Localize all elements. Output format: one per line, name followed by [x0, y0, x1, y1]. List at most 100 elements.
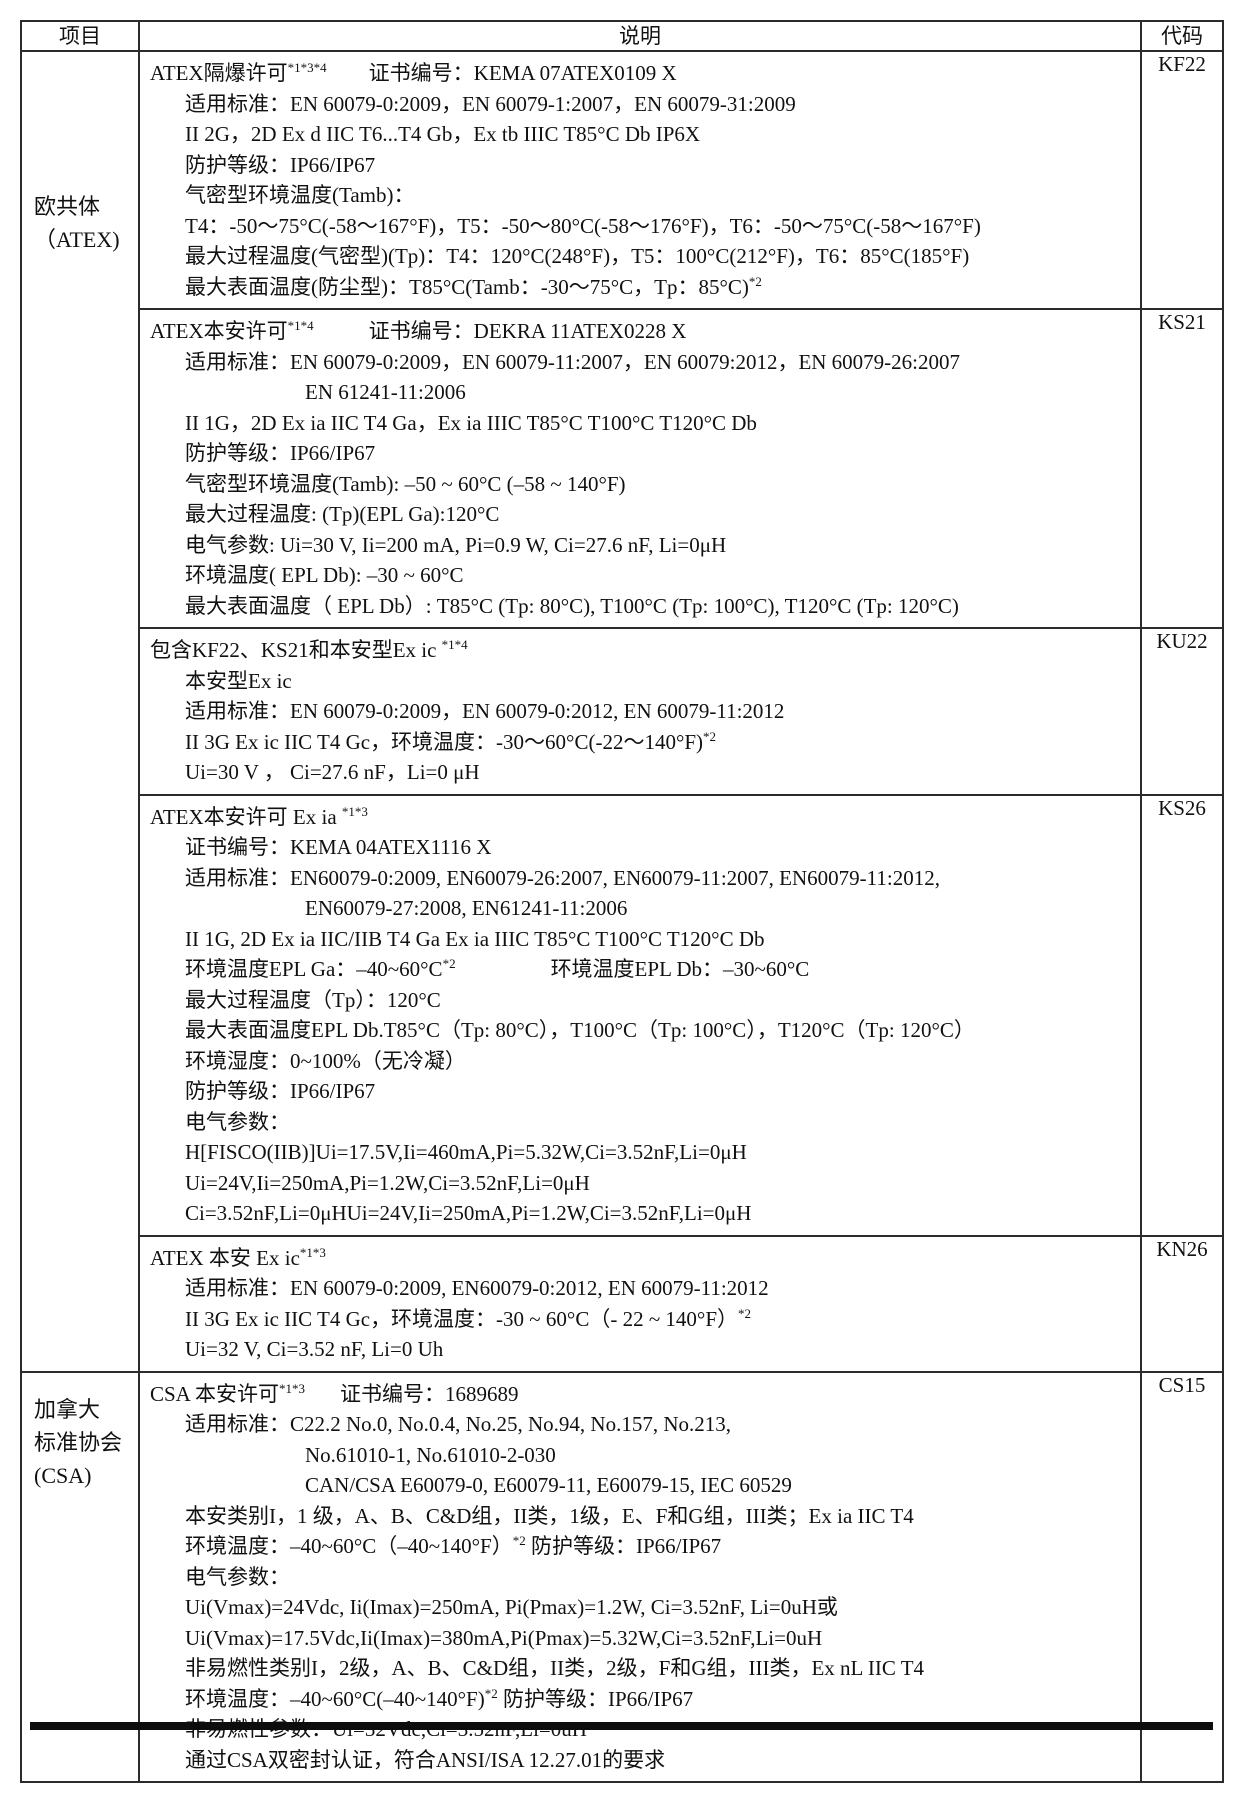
code-cell: CS15 [1140, 1370, 1224, 1783]
footnote-marker: *1*3 [278, 1380, 305, 1396]
description-line: 防护等级：IP66/IP67 [185, 1079, 376, 1103]
table-row: 包含KF22、KS21和本安型Ex ic *1*4 本安型Ex ic 适用标准：EN… [21, 627, 1224, 796]
description-line: CSA 本安许可*1*3 证书编号：1689689 [150, 1380, 519, 1406]
description-line: 本安类别I，1 级，A、B、C&D组，II类，1级，E、F和G组，III类；Ex… [185, 1503, 914, 1528]
table-row: ATEX 本安 Ex ic*1*3 适用标准：EN 60079-0:2009, E… [21, 1234, 1224, 1373]
description-line: 适用标准：EN 60079-0:2009，EN 60079-1:2007，EN … [185, 91, 796, 116]
col-header-code: 代码 [1140, 20, 1224, 52]
spacing-gap [327, 79, 369, 80]
description-line: 最大过程温度（Tp）：120°C [185, 987, 441, 1012]
description-line: 电气参数: Ui=30 V, Ii=200 mA, Pi=0.9 W, Ci=2… [185, 532, 727, 557]
footnote-marker: *2 [748, 273, 762, 289]
description-line: Ui(Vmax)=17.5Vdc,Ii(Imax)=380mA,Pi(Pmax)… [185, 1625, 823, 1650]
code-cell: KU22 [1140, 627, 1224, 796]
description-line: 防护等级：IP66/IP67 [185, 441, 376, 465]
item-label-line: (CSA) [34, 1462, 92, 1488]
footnote-marker: *1*3*4 [287, 60, 327, 75]
footnote-marker: *1*4 [287, 318, 314, 333]
item-label-line: （ATEX) [34, 227, 120, 252]
description-line: 通过CSA双密封认证，符合ANSI/ISA 12.27.01的要求 [185, 1747, 666, 1772]
description-line: 非易燃性类别I，2级，A、B、C&D组，II类，2级，F和G组，III类，Ex … [185, 1656, 925, 1680]
description-cell: ATEX隔爆许可*1*3*4 证书编号：KEMA 07ATEX0109 X 适用标准… [138, 50, 1142, 310]
description-line: 适用标准：EN 60079-0:2009, EN60079-0:2012, EN… [185, 1276, 769, 1300]
description-cell: 包含KF22、KS21和本安型Ex ic *1*4 本安型Ex ic 适用标准：EN… [138, 627, 1142, 796]
description-line: 最大表面温度(防尘型)：T85°C(Tamb：-30～75°C，Tp：85°C)… [185, 273, 762, 299]
description-line: 气密型环境温度(Tamb): –50 ~ 60°C (–58 ~ 140°F) [185, 471, 626, 496]
description-line: T4：-50～75°C(-58～167°F)，T5：-50～80°C(-58～1… [185, 213, 981, 238]
description-line: ATEX本安许可 Ex ia *1*3 [150, 803, 368, 829]
description-line: 电气参数： [185, 1564, 290, 1589]
description-line: 气密型环境温度(Tamb)： [185, 183, 415, 207]
description-line: 证书编号：KEMA 04ATEX1116 X [185, 835, 492, 859]
description-line: Ui=32 V, Ci=3.52 nF, Li=0 Uh [185, 1337, 444, 1361]
description-line: No.61010-1, No.61010-2-030 [305, 1442, 556, 1467]
footnote-marker: *1*3 [341, 803, 368, 819]
description-line: 防护等级：IP66/IP67 [185, 152, 376, 177]
description-line: ATEX 本安 Ex ic*1*3 [150, 1244, 326, 1270]
description-line: ATEX本安许可*1*4 证书编号：DEKRA 11ATEX0228 X [150, 318, 687, 343]
footnote-marker: *1*4 [441, 637, 468, 652]
spacing-gap [314, 337, 369, 338]
table-row: 加拿大标准协会 (CSA) CSA 本安许可*1*3 证书编号：1689689 适用标准… [20, 1370, 1224, 1783]
description-line: 环境温度：–40~60°C（–40~140°F）*2 防护等级：IP66/IP6… [185, 1533, 722, 1558]
table-row: ATEX本安许可 Ex ia *1*3 证书编号：KEMA 04ATEX1116 … [21, 793, 1224, 1237]
item-label-line: 欧共体 [34, 194, 101, 219]
description-line: 最大表面温度（ EPL Db）: T85°C (Tp: 80°C), T100°… [185, 593, 959, 618]
description-line: CAN/CSA E60079-0, E60079-11, E60079-15, … [305, 1473, 792, 1497]
description-line: II 3G Ex ic IIC T4 Gc，环境温度：-30～60°C(-22～… [185, 728, 717, 754]
spacing-gap [456, 975, 551, 976]
description-line: 环境湿度：0~100%（无冷凝） [185, 1048, 466, 1073]
description-cell: ATEX 本安 Ex ic*1*3 适用标准：EN 60079-0:2009, E… [138, 1234, 1142, 1373]
description-cell: ATEX本安许可 Ex ia *1*3 证书编号：KEMA 04ATEX1116 … [138, 793, 1142, 1237]
code-cell: KF22 [1140, 50, 1224, 310]
footnote-marker: *2 [442, 956, 456, 971]
table-row: ATEX本安许可*1*4 证书编号：DEKRA 11ATEX0228 X 适用标准：… [21, 308, 1224, 629]
certification-table: 项目 说明 代码 欧共体 （ATEX) ATEX隔爆许可*1*3*4 证书编号：KEM… [20, 20, 1224, 1783]
description-line: 本安型Ex ic [185, 668, 292, 693]
description-line: 适用标准：EN60079-0:2009, EN60079-26:2007, EN… [185, 865, 940, 890]
code-cell: KS26 [1140, 793, 1224, 1237]
code-cell: KN26 [1140, 1234, 1224, 1373]
description-line: Ui=30 V ， Ci=27.6 nF，Li=0 μH [185, 760, 480, 784]
description-line: II 1G，2D Ex ia IIC T4 Ga，Ex ia IIIC T85°… [185, 410, 757, 435]
description-cell: CSA 本安许可*1*3 证书编号：1689689 适用标准：C22.2 No.0,… [138, 1370, 1142, 1783]
description-line: 适用标准：C22.2 No.0, No.0.4, No.25, No.94, N… [185, 1412, 731, 1436]
description-line: 环境温度EPL Ga：–40~60°C*2 环境温度EPL Db：–30~60°C [185, 956, 810, 981]
footnote-marker: *2 [703, 728, 717, 744]
description-line: 最大过程温度(气密型)(Tp)：T4：120°C(248°F)，T5：100°C… [185, 244, 970, 268]
spacing-gap [305, 1400, 340, 1401]
description-line: 最大过程温度: (Tp)(EPL Ga):120°C [185, 502, 500, 526]
description-line: ATEX隔爆许可*1*3*4 证书编号：KEMA 07ATEX0109 X [150, 60, 677, 85]
footnote-marker: *1*3 [299, 1244, 326, 1260]
description-line: II 1G, 2D Ex ia IIC/IIB T4 Ga Ex ia IIIC… [185, 926, 765, 951]
description-line: 最大表面温度EPL Db.T85°C（Tp: 80°C），T100°C（Tp: … [185, 1018, 975, 1042]
description-cell: ATEX本安许可*1*4 证书编号：DEKRA 11ATEX0228 X 适用标准：… [138, 308, 1142, 629]
item-group-label: 欧共体 （ATEX) [20, 50, 140, 1373]
description-line: 适用标准：EN 60079-0:2009，EN 60079-11:2007，EN… [185, 349, 961, 374]
description-line: H[FISCO(IIB)]Ui=17.5V,Ii=460mA,Pi=5.32W,… [185, 1140, 747, 1164]
col-header-description: 说明 [138, 20, 1142, 52]
description-line: II 2G，2D Ex d IIC T6...T4 Gb，Ex tb IIIC … [185, 122, 701, 146]
item-label-line: 加拿大 [34, 1396, 101, 1422]
description-line: Ui=24V,Ii=250mA,Pi=1.2W,Ci=3.52nF,Li=0μH [185, 1170, 590, 1195]
description-line: Ci=3.52nF,Li=0μHUi=24V,Ii=250mA,Pi=1.2W,… [185, 1201, 752, 1225]
item-label-line: 标准协会 [34, 1429, 123, 1455]
footnote-marker: *2 [512, 1533, 526, 1548]
description-line: 包含KF22、KS21和本安型Ex ic *1*4 [150, 637, 468, 662]
description-line: Ui(Vmax)=24Vdc, Ii(Imax)=250mA, Pi(Pmax)… [185, 1595, 838, 1619]
header-row: 项目 说明 代码 [20, 20, 1224, 52]
description-line: 适用标准：EN 60079-0:2009，EN 60079-0:2012, EN… [185, 699, 785, 723]
description-line: EN60079-27:2008, EN61241-11:2006 [305, 896, 628, 920]
footnote-marker: *2 [738, 1305, 752, 1321]
description-line: II 3G Ex ic IIC T4 Gc，环境温度：-30 ~ 60°C（- … [185, 1305, 752, 1331]
description-line: EN 61241-11:2006 [305, 380, 466, 404]
footnote-marker: *2 [484, 1685, 498, 1701]
code-cell: KS21 [1140, 308, 1224, 629]
item-group-label: 加拿大标准协会 (CSA) [20, 1370, 140, 1783]
description-line: 电气参数： [185, 1109, 290, 1134]
page-bottom-rule [30, 1722, 1213, 1730]
description-line: 环境温度( EPL Db): –30 ~ 60°C [185, 563, 464, 587]
col-header-item: 项目 [20, 20, 140, 52]
table-row: 欧共体 （ATEX) ATEX隔爆许可*1*3*4 证书编号：KEMA 07ATEX0… [20, 50, 1224, 1373]
